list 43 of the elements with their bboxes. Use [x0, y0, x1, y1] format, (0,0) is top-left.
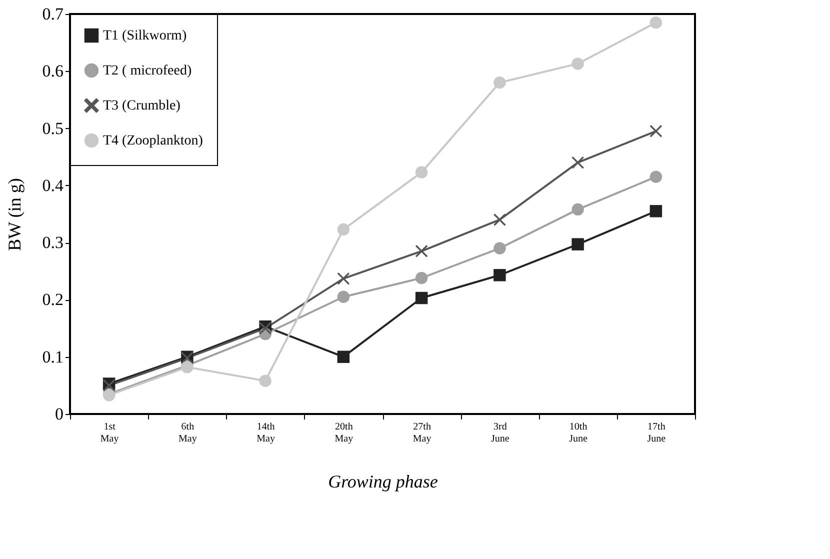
point — [650, 125, 662, 138]
point — [572, 58, 584, 70]
y-tick-label: 0.5 — [42, 118, 64, 138]
point — [337, 290, 350, 303]
x-tick-label: 3rd June — [491, 422, 510, 444]
x-tick-label: 10th June — [569, 422, 588, 444]
y-tick-label: 0.1 — [42, 347, 64, 366]
legend-label: T4 (Zooplankton) — [103, 134, 204, 148]
point — [494, 214, 506, 226]
y-tick-label: 0 — [55, 404, 64, 424]
point — [337, 350, 350, 363]
y-tick-label: 0.4 — [42, 176, 64, 195]
y-tick-label: 0.6 — [42, 62, 64, 81]
point — [572, 203, 584, 216]
x-tick-label: 6th May — [178, 422, 197, 444]
x-tick-label: 27th May — [412, 422, 432, 444]
point — [494, 269, 506, 282]
point — [415, 166, 428, 178]
point — [650, 170, 662, 183]
x-tick-label: 14th May — [256, 422, 275, 444]
x-axis-title: Growing phase — [328, 472, 438, 492]
point — [337, 223, 350, 236]
x-tick-label: 20th May — [334, 422, 354, 444]
point — [494, 76, 506, 89]
legend-label: T2 ( microfeed) — [103, 64, 192, 78]
point — [415, 272, 428, 284]
point — [494, 242, 506, 254]
x-tick-label: 17th June — [647, 422, 666, 444]
y-tick-label: 0.7 — [42, 4, 64, 24]
point — [259, 374, 272, 387]
y-axis-title: BW (in g) — [4, 178, 24, 251]
point — [415, 292, 428, 304]
point — [415, 245, 428, 258]
y-tick-label: 0.2 — [42, 290, 64, 310]
point — [572, 156, 584, 169]
point — [650, 205, 662, 218]
legend-label: T1 (Silkworm) — [103, 28, 187, 44]
legend-label: T3 (Crumble) — [103, 98, 181, 114]
x-tick-label: 1st May — [100, 422, 119, 444]
point — [337, 272, 350, 285]
y-tick-label: 0.3 — [42, 233, 64, 252]
point — [572, 238, 584, 250]
point — [650, 16, 662, 29]
